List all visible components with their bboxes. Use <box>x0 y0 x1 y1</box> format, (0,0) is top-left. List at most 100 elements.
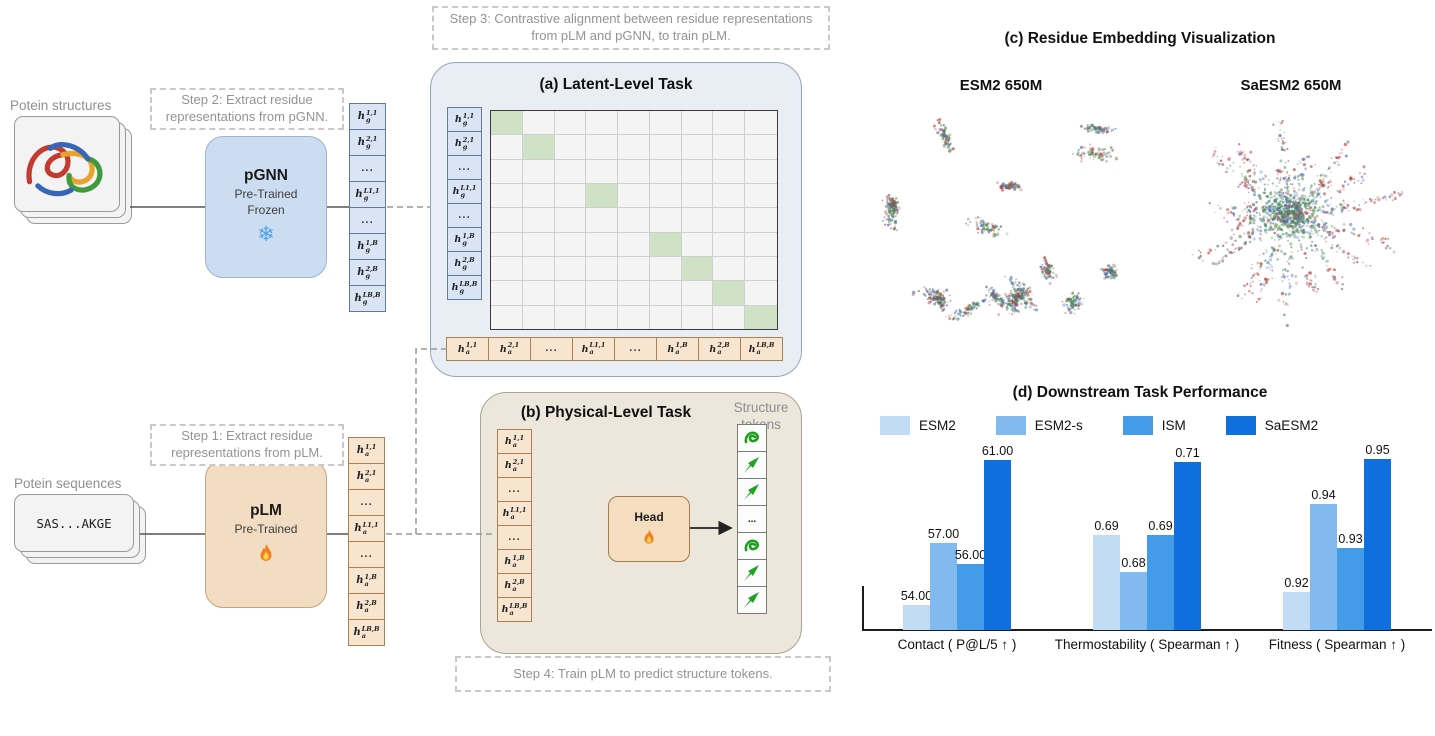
residue-token: h LB,B a <box>740 337 783 361</box>
panel-d-title: (d) Downstream Task Performance <box>1012 384 1268 401</box>
bar-value-label: 57.00 <box>927 527 960 541</box>
residue-token: h 2,1 a <box>497 453 532 478</box>
bar-value-label: 61.00 <box>981 444 1014 458</box>
plm-name: pLM <box>250 502 282 519</box>
bar-wrap: 57.00 <box>927 417 960 630</box>
bar-value-label: 0.93 <box>1338 532 1363 546</box>
matrix-cell <box>491 305 523 329</box>
bar-group-bars: 0.69 0.68 0.69 0.71 <box>1093 417 1201 630</box>
matrix-cell <box>491 183 523 209</box>
bar-SaESM2 <box>1364 459 1391 630</box>
matrix-cell <box>713 135 746 160</box>
legend-swatch <box>1122 416 1153 435</box>
matrix-cell <box>713 232 746 257</box>
matrix-cell <box>586 305 619 329</box>
matrix-cell <box>586 208 619 233</box>
ellipsis-cell: ... <box>349 207 386 234</box>
residue-token: h LB,B g <box>447 275 482 300</box>
residue-token: h 1,1 g <box>447 107 482 132</box>
matrix-cell <box>554 135 587 160</box>
matrix-cell <box>649 183 682 209</box>
bar-ESM2-s <box>1120 572 1147 630</box>
matrix-cell <box>681 183 714 209</box>
matrix-cell <box>491 208 523 233</box>
matrix-cell <box>713 111 746 136</box>
residue-token: h 2,B a <box>348 593 385 620</box>
matrix-cell <box>522 111 555 136</box>
matrix-cell <box>618 256 650 282</box>
matrix-cell-positive <box>522 135 555 160</box>
saesm2-embedding-plot <box>1191 119 1404 328</box>
matrix-cell <box>745 159 777 184</box>
matrix-cell <box>649 135 682 160</box>
bar-ESM2-s <box>1310 504 1337 630</box>
residue-token: h 2,B g <box>447 251 482 276</box>
bar-wrap: 56.00 <box>955 417 986 630</box>
bar-ESM2-s <box>930 543 957 630</box>
panel-b-title: (b) Physical-Level Task <box>520 404 692 421</box>
bar-ISM <box>1147 535 1174 630</box>
matrix-cell <box>491 135 523 160</box>
matrix-cell <box>586 256 619 282</box>
matrix-cell <box>554 183 587 209</box>
residue-token: h 1,B a <box>497 549 532 574</box>
bar-wrap: 0.95 <box>1364 417 1391 630</box>
matrix-cell <box>586 135 619 160</box>
matrix-cell <box>745 208 777 233</box>
matrix-cell <box>618 159 650 184</box>
matrix-cell <box>745 183 777 209</box>
matrix-cell <box>554 305 587 329</box>
bar-wrap: 0.94 <box>1310 417 1337 630</box>
residue-token: h 1,B a <box>348 567 385 594</box>
pgnn-frozen-label: Frozen <box>247 203 285 217</box>
matrix-cell <box>713 208 746 233</box>
ellipsis-cell: ... <box>737 505 767 533</box>
panel-a-token-column: h 1,1 g h 2,1 g... h L1,1 g... h 1,B g h 2,B g h LB,B g <box>447 107 482 300</box>
sequence-sample-text: SAS...AKGE <box>36 515 112 531</box>
panel-c-title: (c) Residue Embedding Visualization <box>1004 30 1276 47</box>
residue-token: h 1,B a <box>656 337 699 361</box>
sequence-card-front: SAS...AKGE <box>14 494 134 552</box>
category-label: Contact ( P@L/5 ↑ ) <box>897 637 1017 652</box>
residue-token: h 1,1 g <box>349 103 386 130</box>
bar-value-label: 0.69 <box>1094 519 1119 533</box>
legend-label: ESM2-s <box>1034 418 1083 433</box>
head-box: Head <box>608 496 690 562</box>
ellipsis-cell: ... <box>497 477 532 502</box>
panel-a-token-row: h 1,1 a h 2,1 a... h L1,1 a... h 1,B a h 2,B a h LB,B a <box>446 337 783 361</box>
structure-token-ribbon-icon <box>737 532 767 560</box>
matrix-cell <box>681 305 714 329</box>
esm2-embedding-plot <box>881 118 1119 321</box>
matrix-cell <box>649 256 682 282</box>
matrix-cell <box>491 281 523 306</box>
bar-ESM2 <box>1093 535 1120 630</box>
matrix-cell <box>681 159 714 184</box>
chart-legend: ESM2 ESM2-s ISM SaESM2 <box>880 416 1318 435</box>
bar-ISM <box>1337 548 1364 630</box>
matrix-cell <box>554 208 587 233</box>
matrix-cell <box>586 281 619 306</box>
matrix-cell <box>586 111 619 136</box>
matrix-cell <box>491 159 523 184</box>
matrix-cell <box>618 232 650 257</box>
matrix-cell <box>554 111 587 136</box>
esm2-plot-label: ESM2 650M <box>959 77 1043 94</box>
matrix-cell-positive <box>649 232 682 257</box>
bar-value-label: 0.95 <box>1365 443 1390 457</box>
matrix-cell <box>522 159 555 184</box>
panel-a-title: (a) Latent-Level Task <box>539 76 693 93</box>
bar-value-label: 0.92 <box>1284 576 1309 590</box>
pgnn-pretrained-label: Pre-Trained <box>234 187 298 201</box>
matrix-cell <box>522 183 555 209</box>
ellipsis-cell: ... <box>497 525 532 550</box>
plm-box: pLM Pre-Trained <box>205 460 327 608</box>
legend-swatch <box>880 416 910 435</box>
matrix-cell <box>554 232 587 257</box>
legend-swatch <box>995 416 1026 435</box>
matrix-cell <box>649 159 682 184</box>
ellipsis-cell: ... <box>348 489 385 516</box>
matrix-cell <box>681 208 714 233</box>
ellipsis-cell: ... <box>349 155 386 182</box>
bar-wrap: 61.00 <box>981 417 1014 630</box>
step1-note: Step 1: Extract residue representations … <box>150 424 344 466</box>
